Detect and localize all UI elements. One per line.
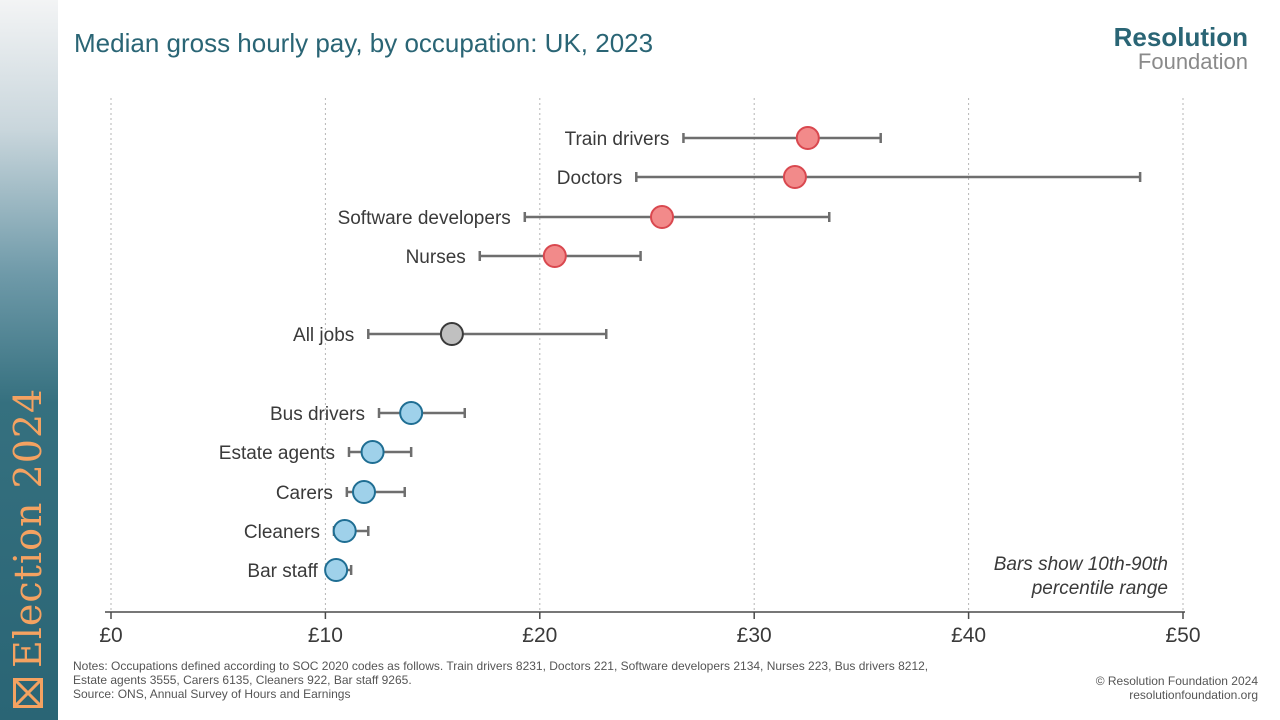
source-line: Source: ONS, Annual Survey of Hours and … bbox=[73, 687, 351, 701]
x-tick-label: £40 bbox=[951, 624, 986, 647]
x-tick-label: £20 bbox=[522, 624, 557, 647]
row-label: Bar staff bbox=[247, 561, 318, 582]
x-tick-label: £0 bbox=[99, 624, 122, 647]
notes-line1: Notes: Occupations defined according to … bbox=[73, 659, 929, 673]
median-point bbox=[360, 440, 385, 464]
row-label: Train drivers bbox=[565, 129, 670, 150]
median-point bbox=[542, 244, 567, 268]
row-label: Estate agents bbox=[219, 443, 335, 464]
copyright-text: © Resolution Foundation 2024 bbox=[1095, 674, 1258, 688]
row-label: Bus drivers bbox=[270, 404, 365, 425]
x-tick-label: £10 bbox=[308, 624, 343, 647]
chart-notes: Notes: Occupations defined according to … bbox=[73, 659, 1033, 701]
credit-block: © Resolution Foundation 2024 resolutionf… bbox=[1096, 674, 1258, 702]
median-point bbox=[351, 480, 376, 504]
website-link[interactable]: resolutionfoundation.org bbox=[1129, 688, 1258, 702]
x-tick-label: £50 bbox=[1165, 624, 1200, 647]
median-point bbox=[439, 322, 464, 346]
chart-annotation: percentile range bbox=[1031, 578, 1168, 599]
logo-line1: Resolution bbox=[1113, 22, 1248, 52]
chart-annotation: Bars show 10th-90th bbox=[994, 554, 1168, 575]
row-label: Cleaners bbox=[244, 522, 320, 543]
row-label: Nurses bbox=[406, 247, 466, 268]
median-point bbox=[399, 401, 424, 425]
median-point bbox=[332, 519, 357, 543]
row-label: Carers bbox=[276, 483, 333, 504]
median-point bbox=[650, 205, 675, 229]
median-point bbox=[782, 165, 807, 189]
row-label: All jobs bbox=[293, 325, 354, 346]
row-label: Software developers bbox=[338, 208, 511, 229]
logo-line2: Foundation bbox=[1137, 49, 1248, 74]
row-label: Doctors bbox=[557, 168, 622, 189]
resolution-foundation-logo: Resolution Foundation bbox=[1114, 24, 1248, 73]
page-title: Median gross hourly pay, by occupation: … bbox=[74, 28, 654, 58]
notes-line2: Estate agents 3555, Carers 6135, Cleaner… bbox=[73, 673, 412, 687]
x-tick-label: £30 bbox=[737, 624, 772, 647]
median-point bbox=[324, 558, 349, 582]
election-sidebar: Election 2024 bbox=[0, 0, 58, 720]
median-point bbox=[795, 126, 820, 150]
